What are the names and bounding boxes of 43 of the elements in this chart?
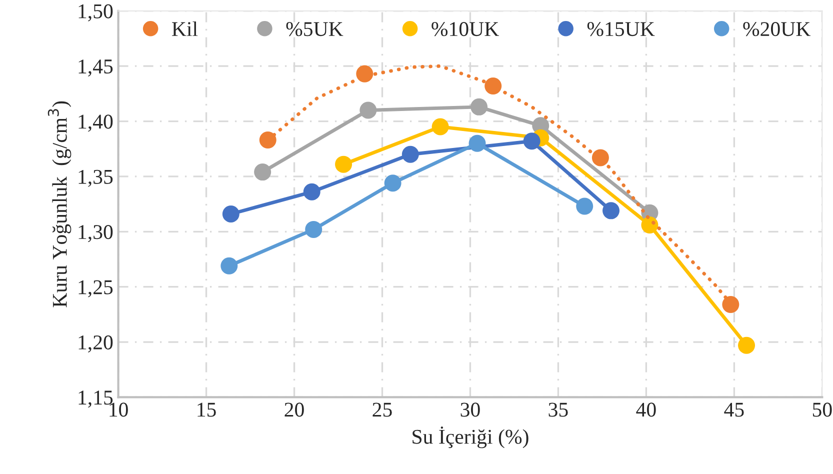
point xyxy=(402,146,419,163)
point xyxy=(259,132,276,149)
point xyxy=(722,296,740,313)
point xyxy=(523,132,540,150)
y-tick-label: 1,20 xyxy=(78,335,113,352)
point xyxy=(484,77,502,94)
x-tick-label: 40 xyxy=(636,402,656,417)
x-tick-label: 15 xyxy=(198,402,216,417)
point xyxy=(384,174,402,192)
y-axis-title: Kuru Yoğunluk (g/cm$^{3}$) xyxy=(48,101,72,308)
legend-label: %10UK xyxy=(432,22,499,36)
x-tick-label: 25 xyxy=(372,402,392,417)
y-tick-label: 1,30 xyxy=(78,225,113,242)
point xyxy=(432,118,449,136)
y-tick-label: 1,25 xyxy=(78,280,113,298)
legend-label: Kil xyxy=(172,21,198,36)
point xyxy=(576,198,594,215)
x-tick-label: 45 xyxy=(724,402,744,417)
point xyxy=(335,156,352,173)
point xyxy=(220,257,238,274)
point xyxy=(468,134,486,152)
x-tick-label: 30 xyxy=(460,402,480,417)
y-tick-label: 1,35 xyxy=(78,170,113,187)
y-tick-label: 1,45 xyxy=(78,60,113,77)
y-tick-label: 1,40 xyxy=(78,114,113,132)
point xyxy=(303,183,320,200)
point xyxy=(305,220,322,238)
legend-label: %5UK xyxy=(286,22,344,36)
point xyxy=(222,205,240,222)
y-tick-label: 1,50 xyxy=(78,4,113,22)
legend-label: %15UK xyxy=(587,22,655,36)
point xyxy=(641,216,658,234)
point xyxy=(254,164,272,181)
x-tick-label: 50 xyxy=(812,402,832,417)
x-axis-title: Su İçeriği (%) xyxy=(412,426,528,448)
point xyxy=(592,149,609,166)
legend-label: %20UK xyxy=(743,22,811,36)
x-tick-label: 35 xyxy=(548,402,568,417)
x-tick-label: 20 xyxy=(284,402,304,417)
point xyxy=(602,202,620,220)
point xyxy=(360,102,377,119)
point xyxy=(470,98,488,116)
point xyxy=(738,336,756,354)
